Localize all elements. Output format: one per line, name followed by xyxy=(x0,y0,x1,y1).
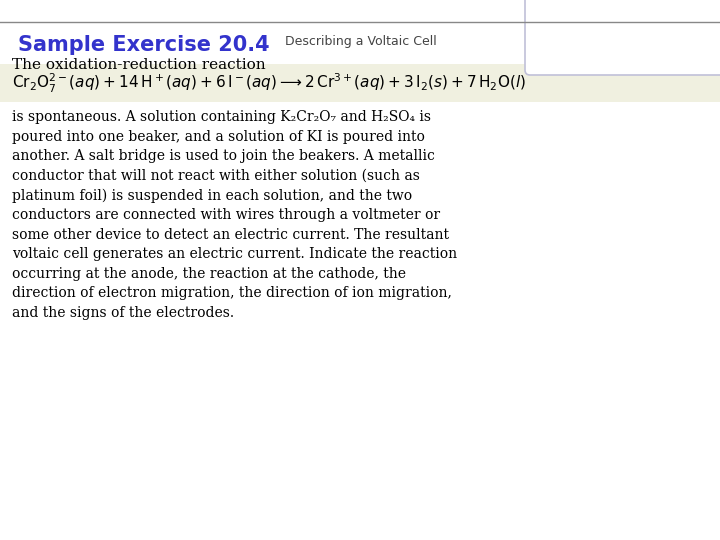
Text: is spontaneous. A solution containing K₂Cr₂O₇ and H₂SO₄ is
poured into one beake: is spontaneous. A solution containing K₂… xyxy=(12,110,457,320)
Text: $\mathrm{Cr_2O_7^{2-}(\mathit{aq}) + 14\,H^+(\mathit{aq}) + 6\,I^-(\mathit{aq})\: $\mathrm{Cr_2O_7^{2-}(\mathit{aq}) + 14\… xyxy=(12,71,526,94)
Text: Sample Exercise 20.4: Sample Exercise 20.4 xyxy=(18,35,269,55)
FancyBboxPatch shape xyxy=(525,0,720,75)
Text: Describing a Voltaic Cell: Describing a Voltaic Cell xyxy=(285,35,437,48)
FancyBboxPatch shape xyxy=(0,64,720,102)
Text: The oxidation-reduction reaction: The oxidation-reduction reaction xyxy=(12,58,266,72)
